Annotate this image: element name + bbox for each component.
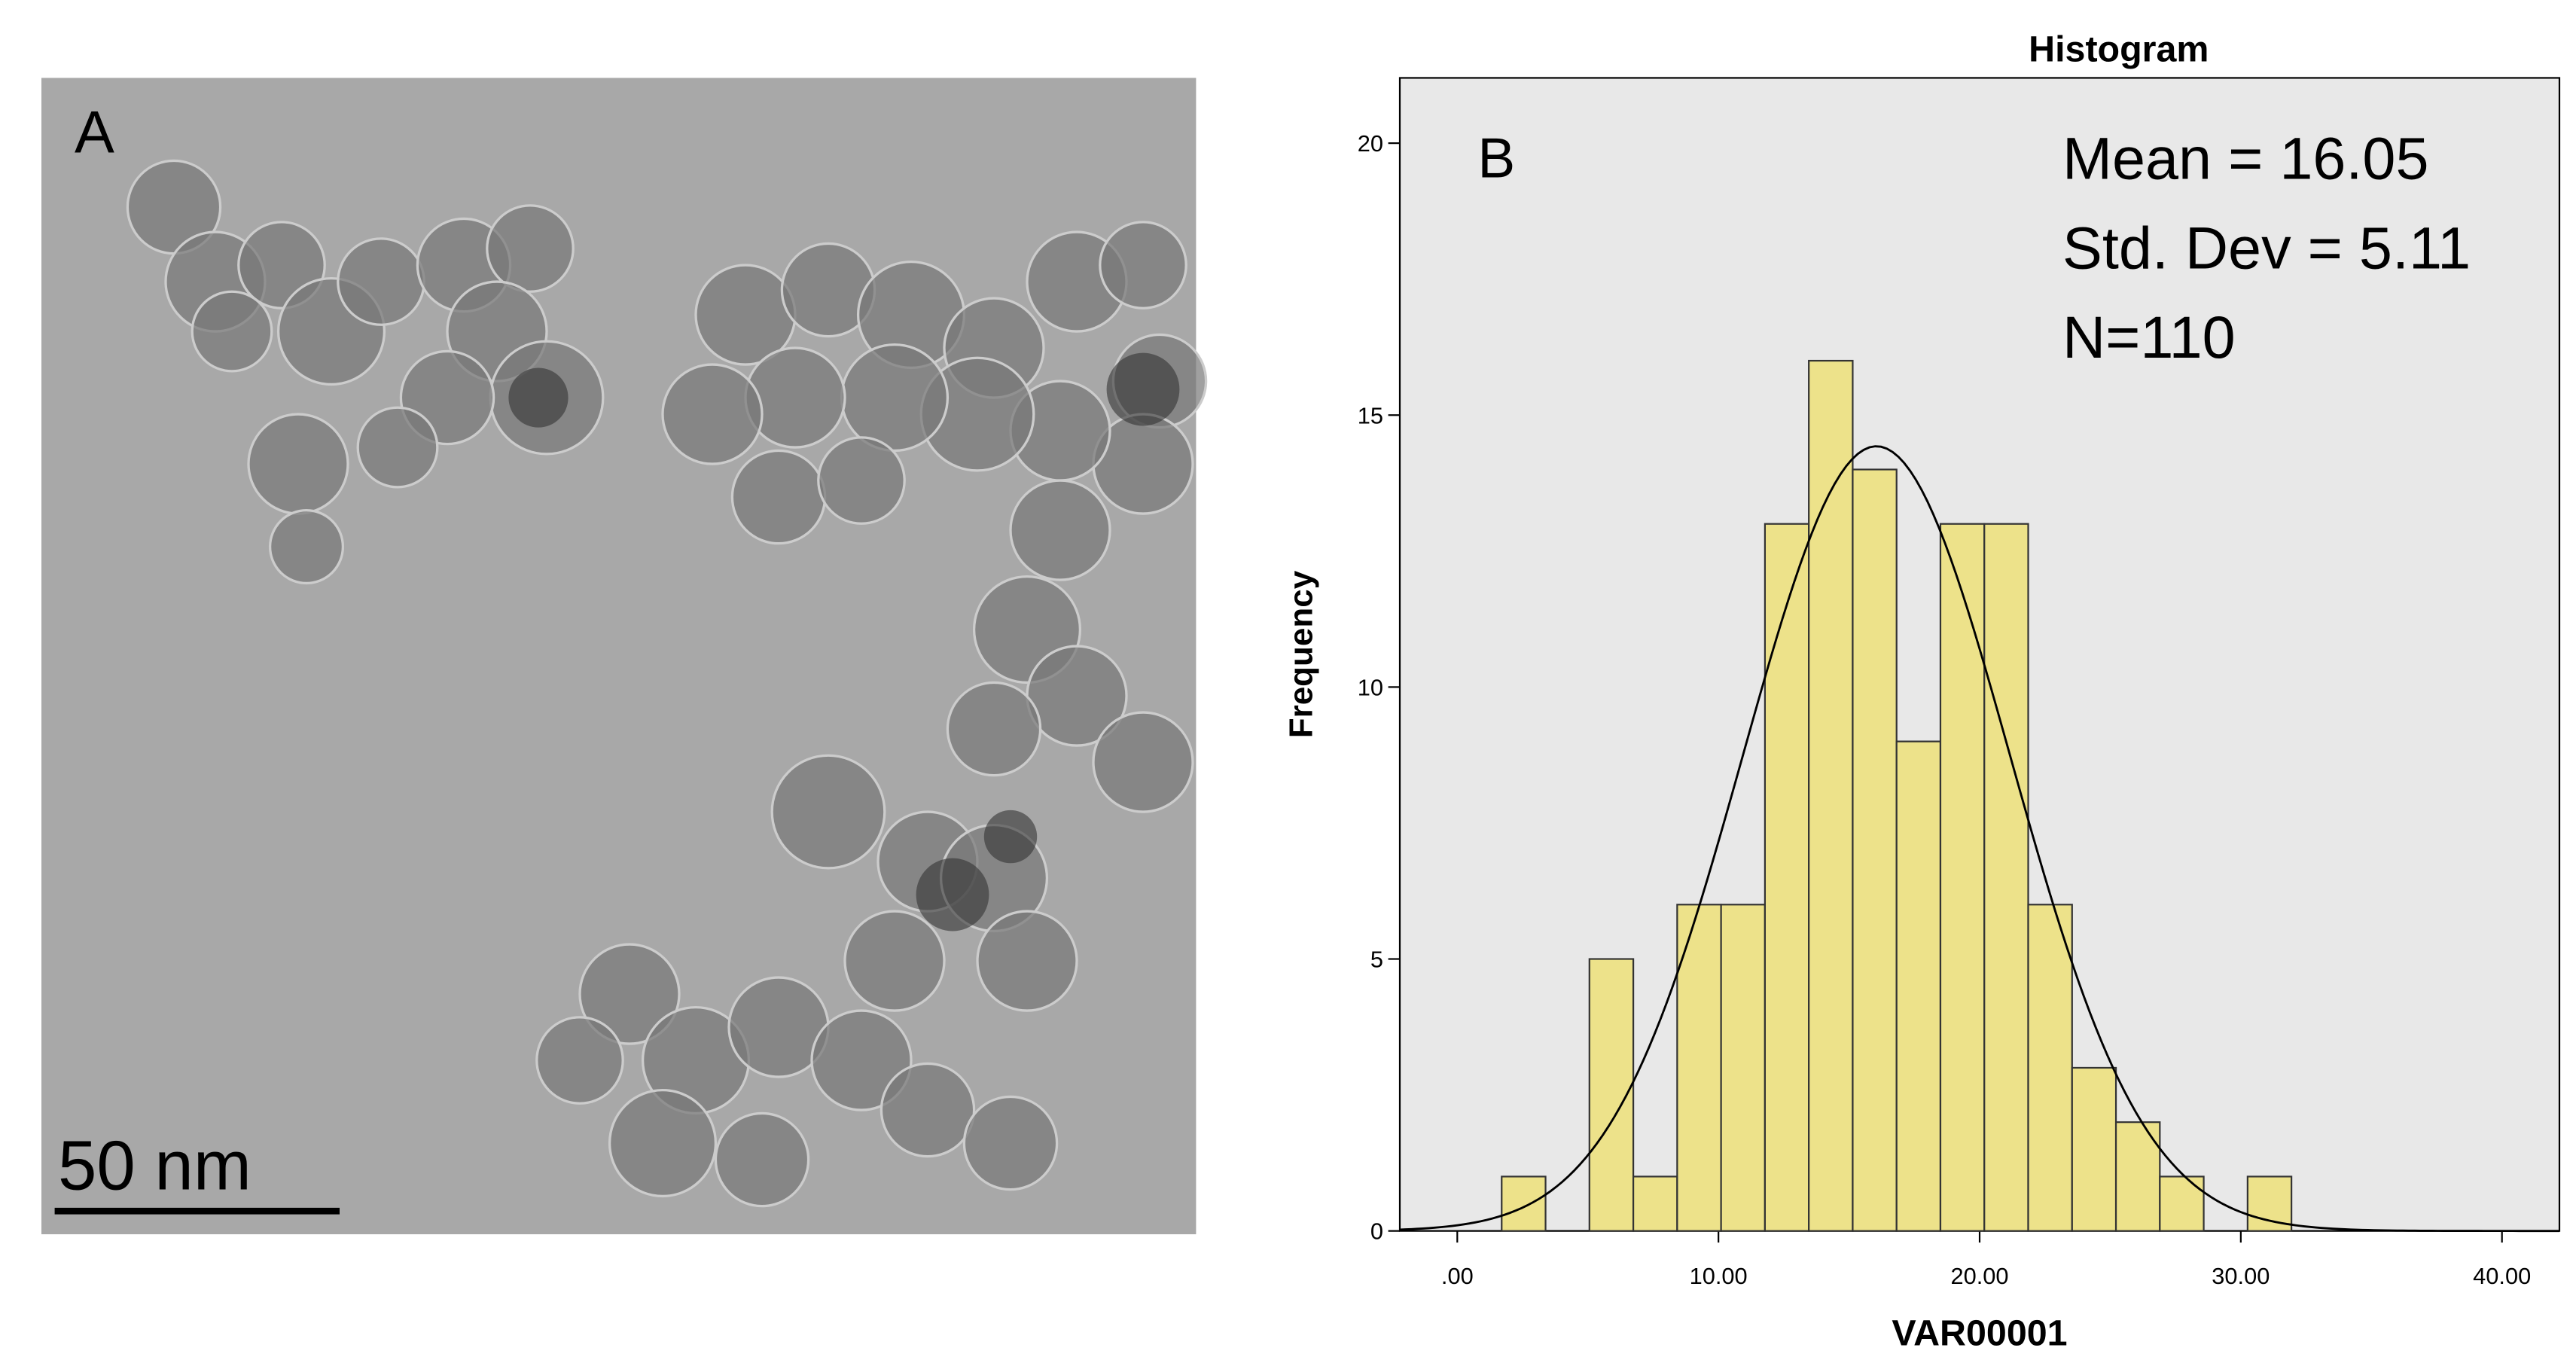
bar xyxy=(1983,523,2029,1232)
bar xyxy=(1676,904,1722,1232)
bar xyxy=(1764,523,1810,1232)
particle-dark xyxy=(508,367,569,428)
stat-annotation: N=110 xyxy=(2062,303,2236,370)
particle xyxy=(578,943,681,1045)
y-tick-label: 5 xyxy=(1370,947,1383,973)
x-tick-label: 20.00 xyxy=(1950,1263,2008,1289)
histogram: Histogram VAR00001 Frequency 05101520.00… xyxy=(1282,29,2561,1353)
particle xyxy=(840,343,950,453)
bar xyxy=(1808,359,1854,1232)
scale-bar-label: 50 nm xyxy=(58,1127,252,1205)
x-tick-label: 30.00 xyxy=(2212,1263,2270,1289)
chart-title: Histogram xyxy=(2029,29,2209,69)
particle xyxy=(730,449,827,545)
y-axis-label: Frequency xyxy=(1282,570,1319,738)
particle xyxy=(962,1095,1059,1191)
bar xyxy=(1895,740,1942,1232)
tem-image: A 50 nm xyxy=(41,78,1208,1235)
particle xyxy=(486,204,575,293)
particle xyxy=(817,436,906,525)
particle-dark xyxy=(983,810,1038,864)
bar xyxy=(1720,904,1766,1232)
bar xyxy=(1939,523,1986,1232)
particle xyxy=(247,413,349,515)
bar xyxy=(1632,1175,1678,1232)
x-axis-label: VAR00001 xyxy=(1892,1313,2067,1353)
particle xyxy=(810,1009,913,1111)
y-tick-label: 10 xyxy=(1358,674,1383,700)
panel-label: A xyxy=(75,98,114,165)
particle xyxy=(770,754,886,870)
y-tick-label: 20 xyxy=(1358,130,1383,157)
y-tick-label: 15 xyxy=(1358,402,1383,428)
particle xyxy=(337,237,425,326)
particle xyxy=(714,1111,810,1208)
stat-annotation: Mean = 16.05 xyxy=(2062,125,2429,192)
normal-curve xyxy=(1399,445,2560,1233)
particle xyxy=(191,290,273,373)
particle-dark xyxy=(916,858,989,932)
particle xyxy=(356,406,439,489)
x-tick-label: 10.00 xyxy=(1690,1263,1748,1289)
particle xyxy=(843,910,946,1012)
bar xyxy=(1501,1175,1547,1232)
bar xyxy=(2246,1175,2293,1232)
x-tick-label: .00 xyxy=(1441,1263,1474,1289)
particle xyxy=(946,681,1042,777)
particle xyxy=(1099,221,1187,309)
particle-dark xyxy=(1106,352,1180,426)
bar xyxy=(2071,1066,2117,1232)
particle xyxy=(661,363,764,465)
stat-annotation: Std. Dev = 5.11 xyxy=(2062,214,2471,281)
bar xyxy=(2027,904,2073,1232)
particle xyxy=(268,509,345,585)
particle xyxy=(1092,711,1194,813)
particle xyxy=(1009,479,1111,581)
y-tick-label: 0 xyxy=(1370,1218,1383,1245)
bar xyxy=(2159,1175,2205,1232)
particle xyxy=(879,1062,976,1158)
bar xyxy=(1852,468,1898,1232)
particles xyxy=(126,159,1208,1208)
panel-label: B xyxy=(1477,126,1515,189)
particle xyxy=(535,1016,624,1105)
particle xyxy=(976,910,1078,1012)
x-tick-label: 40.00 xyxy=(2473,1263,2531,1289)
particle xyxy=(608,1089,718,1198)
